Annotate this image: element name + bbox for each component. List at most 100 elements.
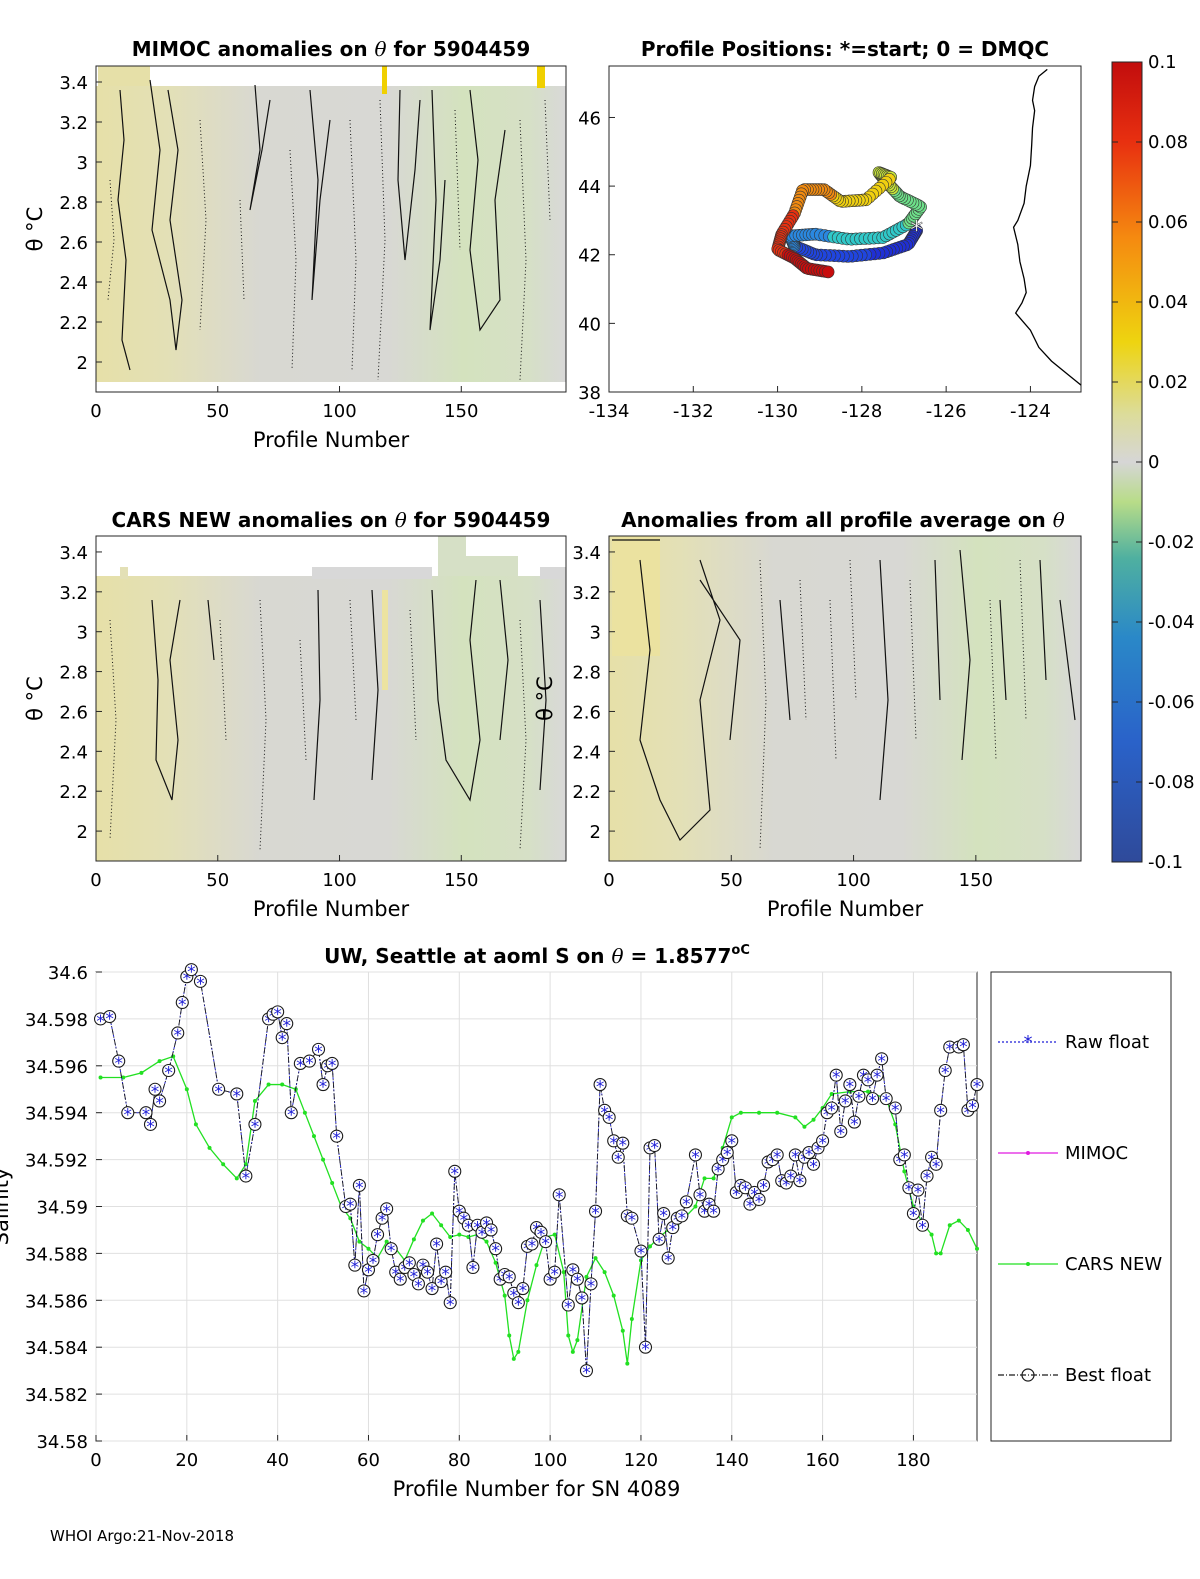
profile-dots <box>771 166 927 279</box>
cars-new-point <box>584 1274 589 1279</box>
raw-float-point: * <box>787 1169 796 1189</box>
legend-mimoc-marker <box>1026 1151 1030 1155</box>
raw-float-point: * <box>587 1277 596 1297</box>
raw-float-point: * <box>650 1139 659 1159</box>
colorbar-tick-label: -0.1 <box>1148 852 1183 873</box>
raw-float-point: * <box>505 1270 514 1290</box>
raw-float-point: * <box>496 1272 505 1292</box>
raw-float-point: * <box>305 1054 314 1074</box>
raw-float-point: * <box>164 1063 173 1083</box>
raw-float-point: * <box>437 1275 446 1295</box>
raw-float-point: * <box>555 1188 564 1208</box>
cars-new-point <box>98 1075 103 1080</box>
best-float-point <box>579 1364 594 1378</box>
best-float-point <box>570 1272 584 1286</box>
cars-new-point <box>234 1176 239 1181</box>
best-float-point <box>707 1204 721 1218</box>
allavg-contours <box>612 539 1076 842</box>
raw-float-point: * <box>818 1134 827 1154</box>
x-tick-label: 0 <box>603 870 614 891</box>
cars-new-point <box>302 1110 307 1115</box>
raw-float-point: * <box>519 1282 528 1302</box>
best-float-point <box>679 1195 693 1209</box>
x-tick-label: 50 <box>720 870 743 891</box>
colorbar-tick-label: 0.06 <box>1148 212 1188 233</box>
y-tick-label: 34.598 <box>25 1010 88 1031</box>
raw-float-point: * <box>550 1265 559 1285</box>
best-float-point <box>906 1206 920 1221</box>
best-float-point <box>411 1277 425 1291</box>
raw-float-point: * <box>628 1211 637 1231</box>
raw-float-point: * <box>178 995 187 1015</box>
raw-float-point: * <box>414 1277 423 1297</box>
allavg-dotted-contours <box>759 559 1027 851</box>
best-float-point <box>511 1296 525 1310</box>
cars-new-point <box>266 1082 271 1087</box>
raw-float-point: * <box>405 1256 414 1276</box>
cars-new-point <box>693 1204 698 1209</box>
best-float-point <box>489 1242 503 1256</box>
cars-new-point <box>829 1091 834 1096</box>
best-float-point <box>148 1082 162 1096</box>
best-float-point <box>171 1026 185 1040</box>
raw-float-point: * <box>173 1026 182 1046</box>
raw-float-point: * <box>823 1106 832 1126</box>
cars-new-point <box>738 1110 743 1115</box>
y-tick-label: 3.4 <box>59 543 88 564</box>
cars-new-point <box>366 1246 371 1251</box>
best-float-point <box>965 1099 980 1113</box>
best-float-point <box>652 1232 666 1246</box>
raw-float-point: * <box>746 1197 755 1217</box>
x-tick-label: 50 <box>206 401 229 422</box>
x-tick-label: -126 <box>926 401 967 422</box>
best-float-point <box>121 1106 135 1120</box>
best-float-point <box>184 963 198 977</box>
raw-float-point: * <box>741 1181 750 1201</box>
raw-float-point: * <box>537 1225 546 1245</box>
mimoc-heatmap-spike <box>382 66 387 94</box>
cars-new-point <box>625 1361 630 1366</box>
y-tick-label: 40 <box>578 314 601 335</box>
raw-float-point: * <box>873 1068 882 1088</box>
best-float-point <box>648 1138 662 1153</box>
legend-cars-new-label: CARS NEW <box>1065 1254 1162 1275</box>
raw-float-point: * <box>655 1232 664 1252</box>
y-tick-label: 3 <box>590 623 601 644</box>
best-float-point <box>402 1256 416 1270</box>
y-tick-label: 3.2 <box>59 583 88 604</box>
cars-new-point <box>221 1162 226 1167</box>
best-float-point <box>838 1094 852 1108</box>
cars-new-point <box>493 1260 498 1265</box>
raw-float-point: * <box>364 1263 373 1283</box>
raw-float-point: * <box>541 1235 550 1255</box>
raw-float-point: * <box>955 1040 964 1060</box>
cars-new-point <box>775 1110 780 1115</box>
colorbar-tick-label: -0.08 <box>1148 772 1195 793</box>
legend: * Raw float MIMOC CARS NEW Best float <box>990 971 1172 1442</box>
raw-float-point: * <box>233 1087 242 1107</box>
mimoc-title: MIMOC anomalies on θ for 5904459 <box>132 37 531 61</box>
raw-float-point: * <box>846 1078 855 1098</box>
best-float-point <box>561 1298 575 1312</box>
raw-float-point: * <box>800 1150 809 1170</box>
cars-new-point <box>457 1232 462 1237</box>
raw-float-point: * <box>369 1253 378 1273</box>
raw-float-point: * <box>469 1260 478 1280</box>
y-tick-label: 2.8 <box>59 193 88 214</box>
cars-new-point <box>384 1239 389 1244</box>
best-float-point <box>552 1188 566 1202</box>
raw-float-point: * <box>578 1291 587 1311</box>
cars-new-point <box>575 1338 580 1343</box>
colorbar-tick-label: -0.06 <box>1148 692 1195 713</box>
raw-float-point: * <box>451 1164 460 1184</box>
raw-float-point: * <box>827 1101 836 1121</box>
best-float-point <box>248 1117 262 1131</box>
x-tick-label: 40 <box>266 1450 289 1471</box>
raw-float-point: * <box>714 1162 723 1182</box>
raw-float-point: * <box>323 1059 332 1079</box>
cars-new-point <box>866 1089 871 1094</box>
raw-float-point: * <box>514 1296 523 1316</box>
raw-float-point: * <box>882 1092 891 1112</box>
cars-axes: 0 50 100 150 2 2.2 2.4 2.6 2.8 3 3.2 3.4 Profile Num… <box>23 543 478 921</box>
best-float-point <box>466 1260 480 1275</box>
